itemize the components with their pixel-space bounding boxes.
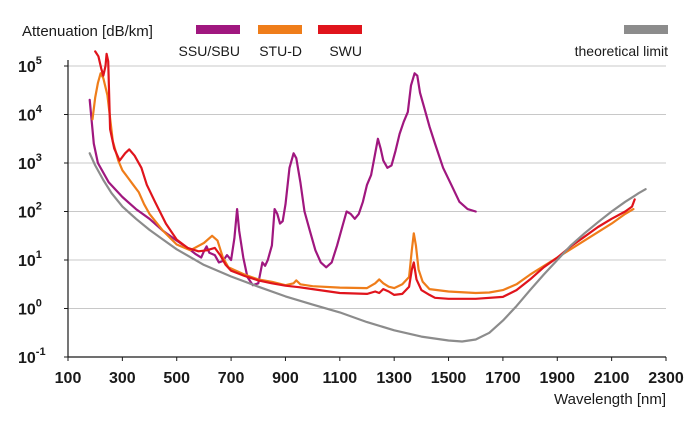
legend-swatch-theoretical-limit xyxy=(624,25,668,34)
y-tick-label-0: 100 xyxy=(18,298,42,319)
y-tick-label-3: 103 xyxy=(18,152,42,173)
x-tick-label-1500: 1500 xyxy=(431,370,467,387)
legend: SSU/SBU STU-D SWU theoretical limit xyxy=(179,25,668,59)
x-tick-label-300: 300 xyxy=(109,370,136,387)
legend-swatch-stu-d xyxy=(258,25,302,34)
legend-swatch-swu xyxy=(318,25,362,34)
x-axis-label: Wavelength [nm] xyxy=(554,391,666,408)
x-tick-label-2300: 2300 xyxy=(648,370,684,387)
y-tick-label--1: 10-1 xyxy=(18,346,46,367)
x-tick-label-100: 100 xyxy=(55,370,82,387)
series-line-stu-d xyxy=(91,72,635,295)
axes: 100 300 500 700 900 1100 1300 1500 1700 1900 2100 2… xyxy=(18,55,684,387)
series-line-ssu-sbu xyxy=(88,72,477,287)
legend-label-ssu-sbu: SSU/SBU xyxy=(179,43,240,59)
y-tick-label-2: 102 xyxy=(18,201,42,222)
legend-label-stu-d: STU-D xyxy=(259,43,302,59)
x-tick-label-1100: 1100 xyxy=(322,370,357,387)
y-axis-label: Attenuation [dB/km] xyxy=(22,23,153,40)
legend-swatch-ssu-sbu xyxy=(196,25,240,34)
series-line-theoretical-limit xyxy=(88,152,647,343)
grid-lines xyxy=(68,65,666,309)
y-tick-label-4: 104 xyxy=(18,104,43,125)
x-tick-label-2100: 2100 xyxy=(594,370,630,387)
y-tick-label-1: 101 xyxy=(18,249,42,270)
series-lines xyxy=(88,50,647,343)
x-tick-label-700: 700 xyxy=(218,370,245,387)
x-tick-label-900: 900 xyxy=(272,370,299,387)
x-tick-label-1900: 1900 xyxy=(539,370,575,387)
legend-label-theoretical-limit: theoretical limit xyxy=(575,43,668,59)
x-tick-label-1700: 1700 xyxy=(485,370,521,387)
y-tick-label-5: 105 xyxy=(18,55,42,76)
x-tick-label-500: 500 xyxy=(163,370,190,387)
legend-label-swu: SWU xyxy=(329,43,362,59)
series-line-swu xyxy=(94,50,636,300)
x-tick-label-1300: 1300 xyxy=(376,370,412,387)
